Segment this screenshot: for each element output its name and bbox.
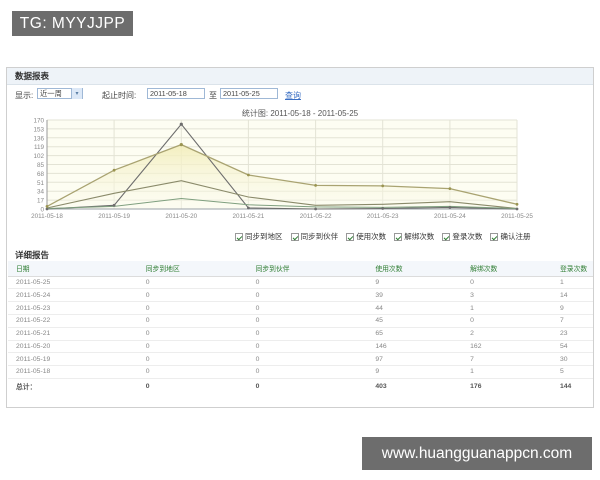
svg-text:2011-05-22: 2011-05-22	[300, 213, 332, 220]
svg-text:2011-05-24: 2011-05-24	[434, 213, 466, 220]
svg-text:119: 119	[34, 144, 45, 151]
svg-text:68: 68	[37, 171, 45, 178]
svg-text:2011-05-25: 2011-05-25	[501, 213, 533, 220]
svg-text:51: 51	[37, 180, 45, 187]
svg-text:2011-05-18: 2011-05-18	[31, 213, 63, 220]
svg-text:170: 170	[33, 118, 44, 125]
svg-text:136: 136	[33, 135, 44, 142]
svg-text:17: 17	[37, 198, 45, 205]
svg-text:85: 85	[37, 162, 45, 169]
svg-text:2011-05-23: 2011-05-23	[367, 213, 399, 220]
svg-text:2011-05-20: 2011-05-20	[165, 213, 197, 220]
svg-text:2011-05-21: 2011-05-21	[233, 213, 265, 220]
svg-text:153: 153	[33, 126, 44, 133]
svg-text:2011-05-19: 2011-05-19	[98, 213, 130, 220]
svg-text:102: 102	[33, 153, 44, 160]
svg-text:34: 34	[37, 189, 45, 196]
